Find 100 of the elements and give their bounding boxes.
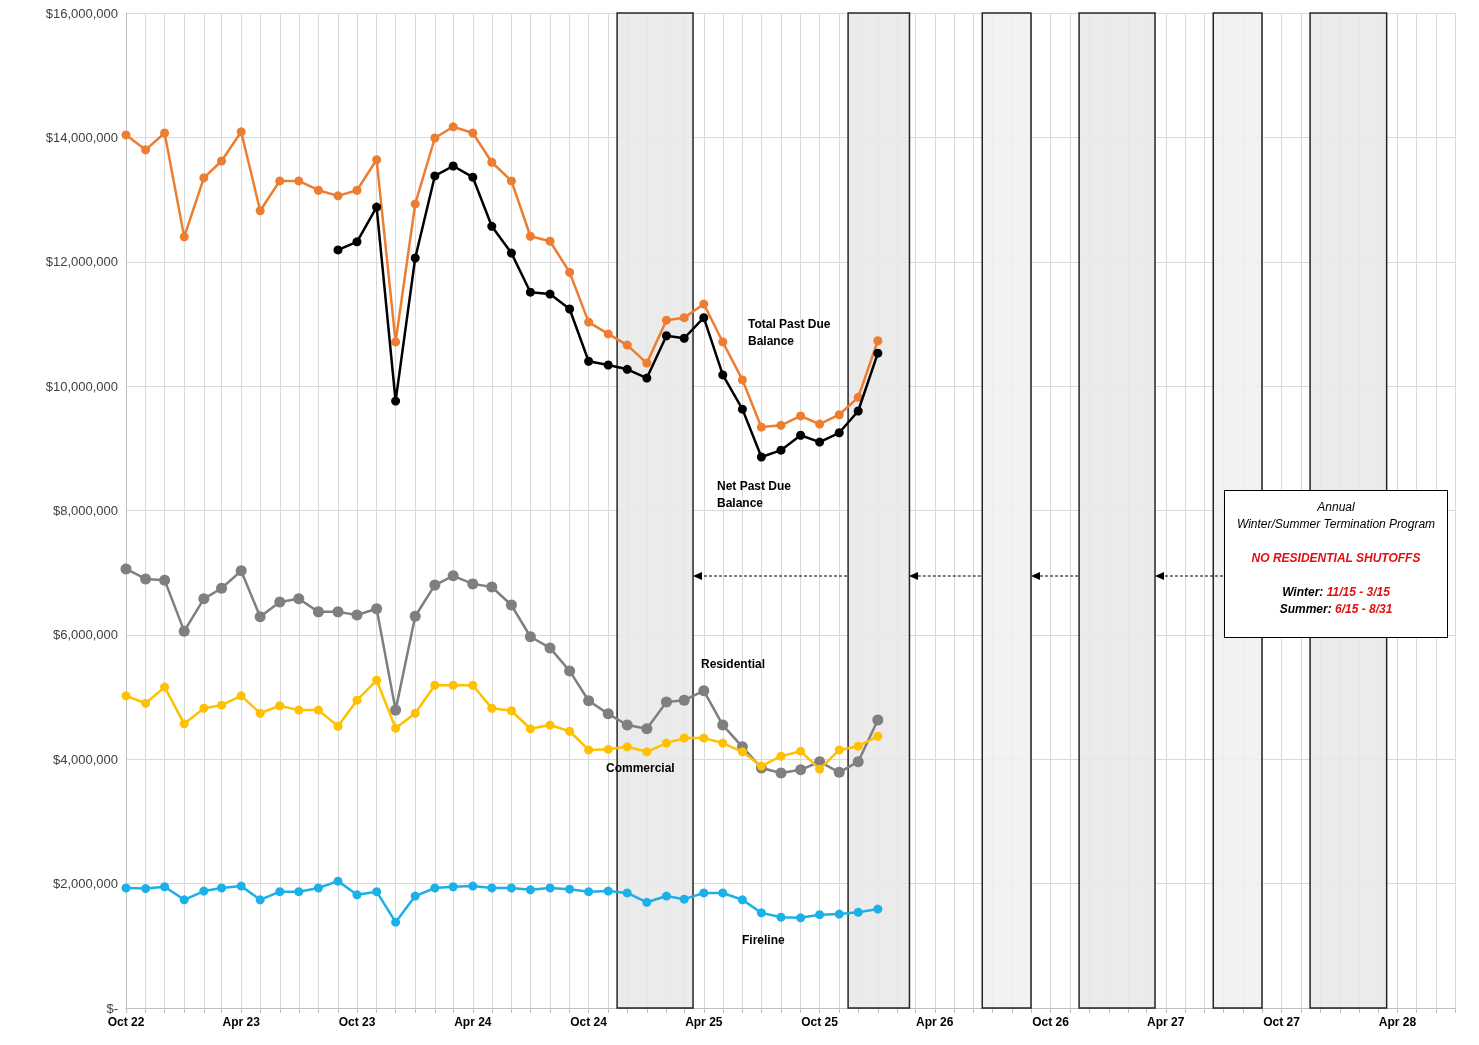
point bbox=[506, 706, 516, 716]
point bbox=[642, 373, 652, 383]
point bbox=[565, 304, 575, 314]
point bbox=[737, 895, 747, 905]
point bbox=[834, 745, 844, 755]
point bbox=[372, 202, 382, 212]
point bbox=[487, 703, 497, 713]
point bbox=[178, 625, 190, 637]
point bbox=[737, 747, 747, 757]
point bbox=[410, 708, 420, 718]
point bbox=[468, 128, 478, 138]
point bbox=[584, 317, 594, 327]
point bbox=[487, 157, 497, 167]
point bbox=[756, 908, 766, 918]
point bbox=[699, 733, 709, 743]
y-tick-label: $8,000,000 bbox=[52, 503, 118, 518]
point bbox=[545, 883, 555, 893]
point bbox=[505, 599, 517, 611]
point bbox=[603, 360, 613, 370]
point bbox=[679, 733, 689, 743]
point bbox=[390, 704, 402, 716]
annotation: Winter/Summer Termination Program bbox=[1235, 516, 1437, 533]
point bbox=[121, 691, 131, 701]
point bbox=[603, 744, 613, 754]
point bbox=[429, 579, 441, 591]
point bbox=[372, 155, 382, 165]
point bbox=[718, 337, 728, 347]
x-tick-label: Apr 23 bbox=[222, 1015, 261, 1029]
point bbox=[391, 396, 401, 406]
series-label: Residential bbox=[701, 656, 766, 671]
point bbox=[275, 176, 285, 186]
point bbox=[545, 720, 555, 730]
x-tick-label: Apr 28 bbox=[1378, 1015, 1417, 1029]
point bbox=[642, 358, 652, 368]
point bbox=[313, 705, 323, 715]
point bbox=[313, 883, 323, 893]
point bbox=[217, 156, 227, 166]
point bbox=[487, 221, 497, 231]
point bbox=[352, 185, 362, 195]
point bbox=[179, 232, 189, 242]
point bbox=[333, 721, 343, 731]
point bbox=[776, 445, 786, 455]
point bbox=[160, 128, 170, 138]
point bbox=[642, 897, 652, 907]
x-tick-label: Apr 24 bbox=[454, 1015, 492, 1029]
point bbox=[506, 883, 516, 893]
point bbox=[506, 176, 516, 186]
point bbox=[236, 691, 246, 701]
point bbox=[216, 582, 228, 594]
point bbox=[603, 329, 613, 339]
point bbox=[565, 726, 575, 736]
point bbox=[524, 631, 536, 643]
point bbox=[448, 882, 458, 892]
point bbox=[430, 883, 440, 893]
point bbox=[873, 731, 883, 741]
point bbox=[796, 746, 806, 756]
point bbox=[718, 738, 728, 748]
point bbox=[853, 741, 863, 751]
point bbox=[737, 404, 747, 414]
point bbox=[815, 437, 825, 447]
point bbox=[506, 248, 516, 258]
point bbox=[275, 701, 285, 711]
point bbox=[698, 685, 710, 697]
point bbox=[641, 723, 653, 735]
point bbox=[160, 882, 170, 892]
point bbox=[448, 161, 458, 171]
point bbox=[160, 682, 170, 692]
y-tick-label: $4,000,000 bbox=[52, 751, 118, 767]
text: Net Past Due Balance bbox=[717, 478, 795, 510]
point bbox=[179, 719, 189, 729]
point bbox=[834, 428, 844, 438]
point bbox=[796, 411, 806, 421]
point bbox=[333, 876, 343, 886]
point bbox=[391, 917, 401, 927]
point bbox=[603, 886, 613, 896]
point bbox=[525, 287, 535, 297]
y-tick-label: $10,000,000 bbox=[45, 378, 118, 394]
point bbox=[873, 336, 883, 346]
point bbox=[796, 913, 806, 923]
y-tick-label: $12,000,000 bbox=[45, 254, 118, 270]
point bbox=[699, 299, 709, 309]
point bbox=[199, 703, 209, 713]
point bbox=[545, 289, 555, 299]
point bbox=[294, 887, 304, 897]
point bbox=[352, 237, 362, 247]
point bbox=[776, 420, 786, 430]
point bbox=[776, 912, 786, 922]
point bbox=[756, 422, 766, 432]
point bbox=[198, 593, 210, 605]
point bbox=[487, 883, 497, 893]
point bbox=[255, 895, 265, 905]
point bbox=[795, 764, 807, 776]
point bbox=[815, 764, 825, 774]
annotation: NO RESIDENTIAL SHUTOFFS bbox=[1250, 550, 1422, 567]
point bbox=[312, 606, 324, 618]
x-tick-label: Apr 25 bbox=[685, 1015, 723, 1029]
point bbox=[199, 173, 209, 183]
point bbox=[525, 231, 535, 241]
point bbox=[584, 356, 594, 366]
x-tick-label: Oct 25 bbox=[801, 1015, 839, 1029]
